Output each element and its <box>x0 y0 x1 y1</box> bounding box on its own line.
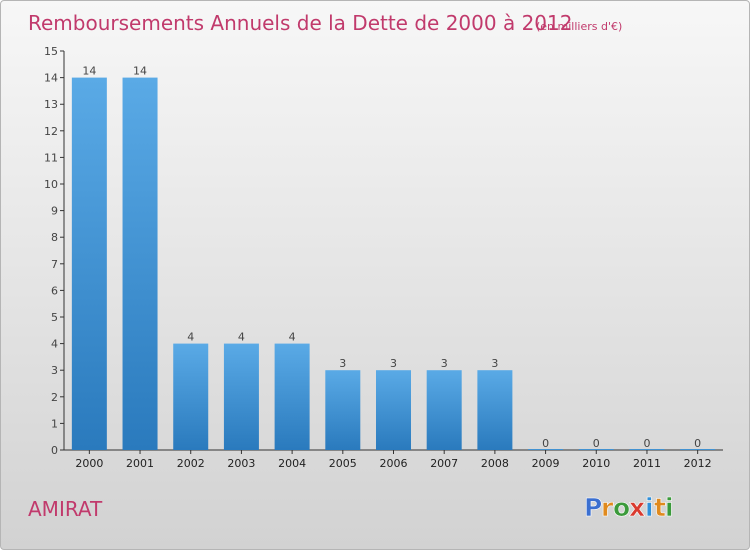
bar <box>71 77 107 450</box>
x-tick-label: 2002 <box>177 457 205 470</box>
y-tick-label: 3 <box>51 364 58 377</box>
logo-letter: o <box>613 493 630 522</box>
x-tick-label: 2010 <box>582 457 610 470</box>
data-label: 0 <box>593 437 600 450</box>
y-tick-label: 14 <box>44 72 58 85</box>
logo-letter: i <box>665 493 674 522</box>
y-tick-label: 11 <box>44 151 58 164</box>
bar <box>173 343 209 450</box>
data-label: 0 <box>694 437 701 450</box>
y-tick-label: 15 <box>44 45 58 58</box>
bar <box>325 370 361 450</box>
logo-letter: i <box>645 493 654 522</box>
data-label: 4 <box>289 331 296 344</box>
commune-name: AMIRAT <box>28 497 103 521</box>
x-tick-label: 2005 <box>329 457 357 470</box>
data-label: 3 <box>390 357 397 370</box>
y-tick-label: 13 <box>44 98 58 111</box>
bar <box>274 343 310 450</box>
y-tick-label: 1 <box>51 417 58 430</box>
x-tick-label: 2003 <box>227 457 255 470</box>
x-tick-label: 2006 <box>380 457 408 470</box>
logo-letter: r <box>601 493 614 522</box>
bar <box>223 343 259 450</box>
y-tick-label: 5 <box>51 311 58 324</box>
x-tick-label: 2011 <box>633 457 661 470</box>
proxiti-logo: Pr ox i t i <box>584 493 674 523</box>
x-tick-label: 2007 <box>430 457 458 470</box>
bar <box>426 370 462 450</box>
data-label: 3 <box>339 357 346 370</box>
y-tick-label: 8 <box>51 231 58 244</box>
y-tick-label: 2 <box>51 391 58 404</box>
data-label: 4 <box>238 331 245 344</box>
y-tick-label: 9 <box>51 205 58 218</box>
data-label: 0 <box>542 437 549 450</box>
data-label: 0 <box>643 437 650 450</box>
y-tick-label: 7 <box>51 258 58 271</box>
chart-title: Remboursements Annuels de la Dette de 20… <box>28 11 572 35</box>
data-label: 4 <box>187 331 194 344</box>
bars: 14 14 4 4 4 3 3 3 3 0 0 0 0 <box>71 65 716 450</box>
data-label: 3 <box>441 357 448 370</box>
logo-letter: t <box>654 493 666 522</box>
x-tick-label: 2000 <box>75 457 103 470</box>
data-label: 14 <box>133 65 147 78</box>
bar <box>376 370 411 450</box>
logo-letter: P <box>584 493 602 522</box>
bar <box>680 449 716 450</box>
logo-letter: x <box>629 493 645 522</box>
y-tick-label: 0 <box>51 444 58 457</box>
y-tick-label: 6 <box>51 284 58 297</box>
y-tick-label: 10 <box>44 178 58 191</box>
x-tick-label: 2009 <box>532 457 560 470</box>
bar <box>629 449 665 450</box>
bar <box>528 449 564 450</box>
y-tick-label: 4 <box>51 338 58 351</box>
x-tick-label: 2001 <box>126 457 154 470</box>
x-tick-label: 2008 <box>481 457 509 470</box>
bar <box>122 77 158 450</box>
y-tick-label: 12 <box>44 125 58 138</box>
data-label: 14 <box>82 65 96 78</box>
x-tick-label: 2004 <box>278 457 306 470</box>
chart-subtitle: (en milliers d'€) <box>536 20 622 33</box>
bar <box>578 449 614 450</box>
bar <box>477 370 513 450</box>
data-label: 3 <box>491 357 498 370</box>
x-tick-label: 2012 <box>684 457 712 470</box>
